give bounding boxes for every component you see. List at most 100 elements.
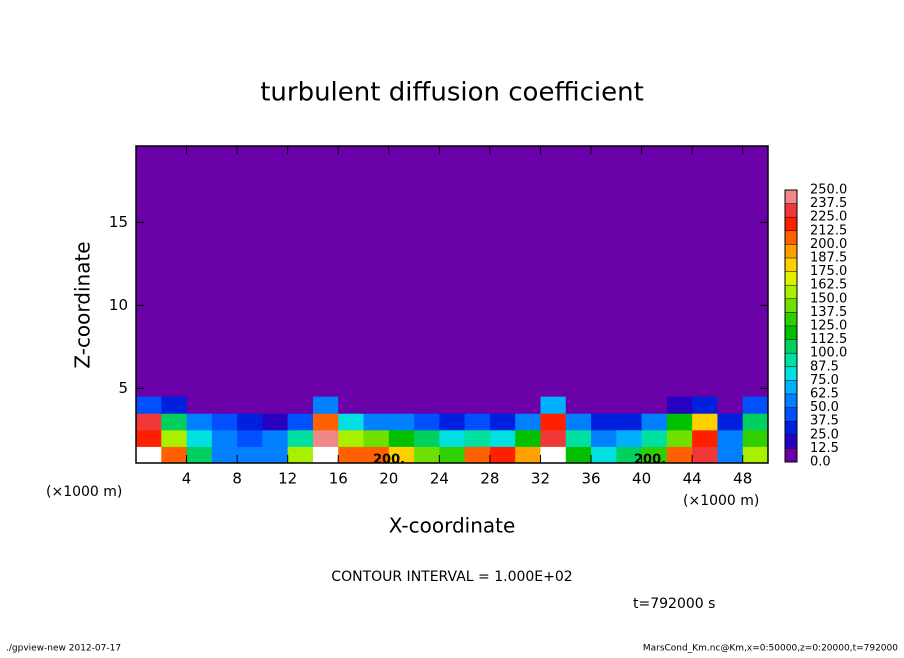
field-cell xyxy=(742,396,769,414)
field-cell xyxy=(211,446,238,464)
colorbar-label: 125.0 xyxy=(810,319,847,334)
colorbar-label: 0.0 xyxy=(810,455,831,470)
field-cell xyxy=(540,413,567,431)
field-cell xyxy=(692,429,718,447)
field-cell xyxy=(464,429,491,447)
colorbar-band xyxy=(785,448,797,462)
field-cell xyxy=(616,413,643,431)
colorbar-band xyxy=(785,421,797,435)
field-cell xyxy=(338,446,365,464)
field-cell xyxy=(186,413,213,431)
field-cell xyxy=(515,446,541,464)
field-cell xyxy=(742,413,769,431)
x-axis-label: X-coordinate xyxy=(389,514,516,538)
field-cell xyxy=(414,446,440,464)
colorbar-band xyxy=(785,312,797,326)
x-tick-label: 20 xyxy=(379,470,398,488)
colorbar-label: 137.5 xyxy=(810,305,847,320)
field-cell xyxy=(565,429,592,447)
x-tick-label: 4 xyxy=(182,470,192,488)
field-cell xyxy=(641,413,668,431)
colorbar-label: 62.5 xyxy=(810,387,839,402)
field-cell xyxy=(439,413,466,431)
field-cell xyxy=(717,396,744,414)
x-tick-label: 24 xyxy=(430,470,449,488)
chart-title: turbulent diffusion coefficient xyxy=(260,78,644,108)
field-cell xyxy=(489,446,516,464)
colorbar-label: 200.0 xyxy=(810,237,847,252)
field-cell xyxy=(717,413,744,431)
field-cell xyxy=(136,413,162,431)
colorbar-label: 112.5 xyxy=(810,332,847,347)
colorbar-label: 162.5 xyxy=(810,278,847,293)
x-tick-label: 44 xyxy=(683,470,702,488)
field-cell xyxy=(464,396,491,414)
field-cell xyxy=(439,446,466,464)
colorbar-label: 37.5 xyxy=(810,414,839,429)
field-cell xyxy=(388,446,415,464)
field-cell xyxy=(641,396,668,414)
field-cell xyxy=(388,413,415,431)
colorbar-band xyxy=(785,326,797,340)
field-cell xyxy=(262,429,289,447)
colorbar-label: 50.0 xyxy=(810,400,839,415)
y-tick-label: 15 xyxy=(109,213,128,231)
field-cell xyxy=(161,413,188,431)
field-cell xyxy=(666,429,693,447)
field-cell xyxy=(161,446,188,464)
field-cell xyxy=(161,396,188,414)
field-cell xyxy=(742,429,769,447)
field-cell xyxy=(388,396,415,414)
field-cell xyxy=(388,429,415,447)
contour-label: 200. xyxy=(373,453,405,468)
footer-left: ./gpview-new 2012-07-17 xyxy=(6,644,121,654)
contour-label: 200. xyxy=(634,453,666,468)
field-cell xyxy=(641,429,668,447)
plot-frame xyxy=(135,145,769,464)
field-cell xyxy=(540,396,567,414)
field-cell xyxy=(591,413,617,431)
colorbar-band xyxy=(785,230,797,245)
field-cell xyxy=(489,413,516,431)
colorbar-band xyxy=(785,434,797,449)
colorbar-label: 212.5 xyxy=(810,223,847,238)
y-tick-label: 10 xyxy=(109,296,128,314)
field-cell xyxy=(363,446,390,464)
field-cell xyxy=(666,396,693,414)
field-cell xyxy=(211,396,238,414)
field-cell xyxy=(666,413,693,431)
colorbar-band xyxy=(785,394,797,408)
field-cell xyxy=(211,413,238,431)
colorbar-label: 225.0 xyxy=(810,210,847,225)
field-cell xyxy=(464,413,491,431)
colorbar-band xyxy=(785,258,797,272)
colorbar-band xyxy=(785,244,797,258)
field-cell xyxy=(338,429,365,447)
y-axis-label: Z-coordinate xyxy=(71,241,95,368)
field-cell xyxy=(363,429,390,447)
field-cell xyxy=(717,429,744,447)
field-cell xyxy=(262,413,289,431)
field-cell xyxy=(312,429,339,447)
field-cell xyxy=(464,446,491,464)
colorbar-label: 12.5 xyxy=(810,441,839,456)
field-cell xyxy=(414,413,440,431)
field-cell xyxy=(692,446,718,464)
colorbar-label: 100.0 xyxy=(810,346,847,361)
field-cell xyxy=(262,396,289,414)
field-cell xyxy=(515,429,541,447)
colorbar-label: 250.0 xyxy=(810,183,847,198)
colorbar-band xyxy=(785,285,797,299)
colorbar-band xyxy=(785,353,797,367)
field-cell xyxy=(136,446,162,464)
field-cell xyxy=(489,396,516,414)
colorbar-label: 237.5 xyxy=(810,196,847,211)
field-cell xyxy=(565,413,592,431)
field-cell xyxy=(287,446,314,464)
field-cell xyxy=(692,413,718,431)
field-cell xyxy=(287,429,314,447)
field-cell xyxy=(540,429,567,447)
colorbar-band xyxy=(785,203,797,218)
field-cell xyxy=(211,429,238,447)
field-cell xyxy=(515,413,541,431)
